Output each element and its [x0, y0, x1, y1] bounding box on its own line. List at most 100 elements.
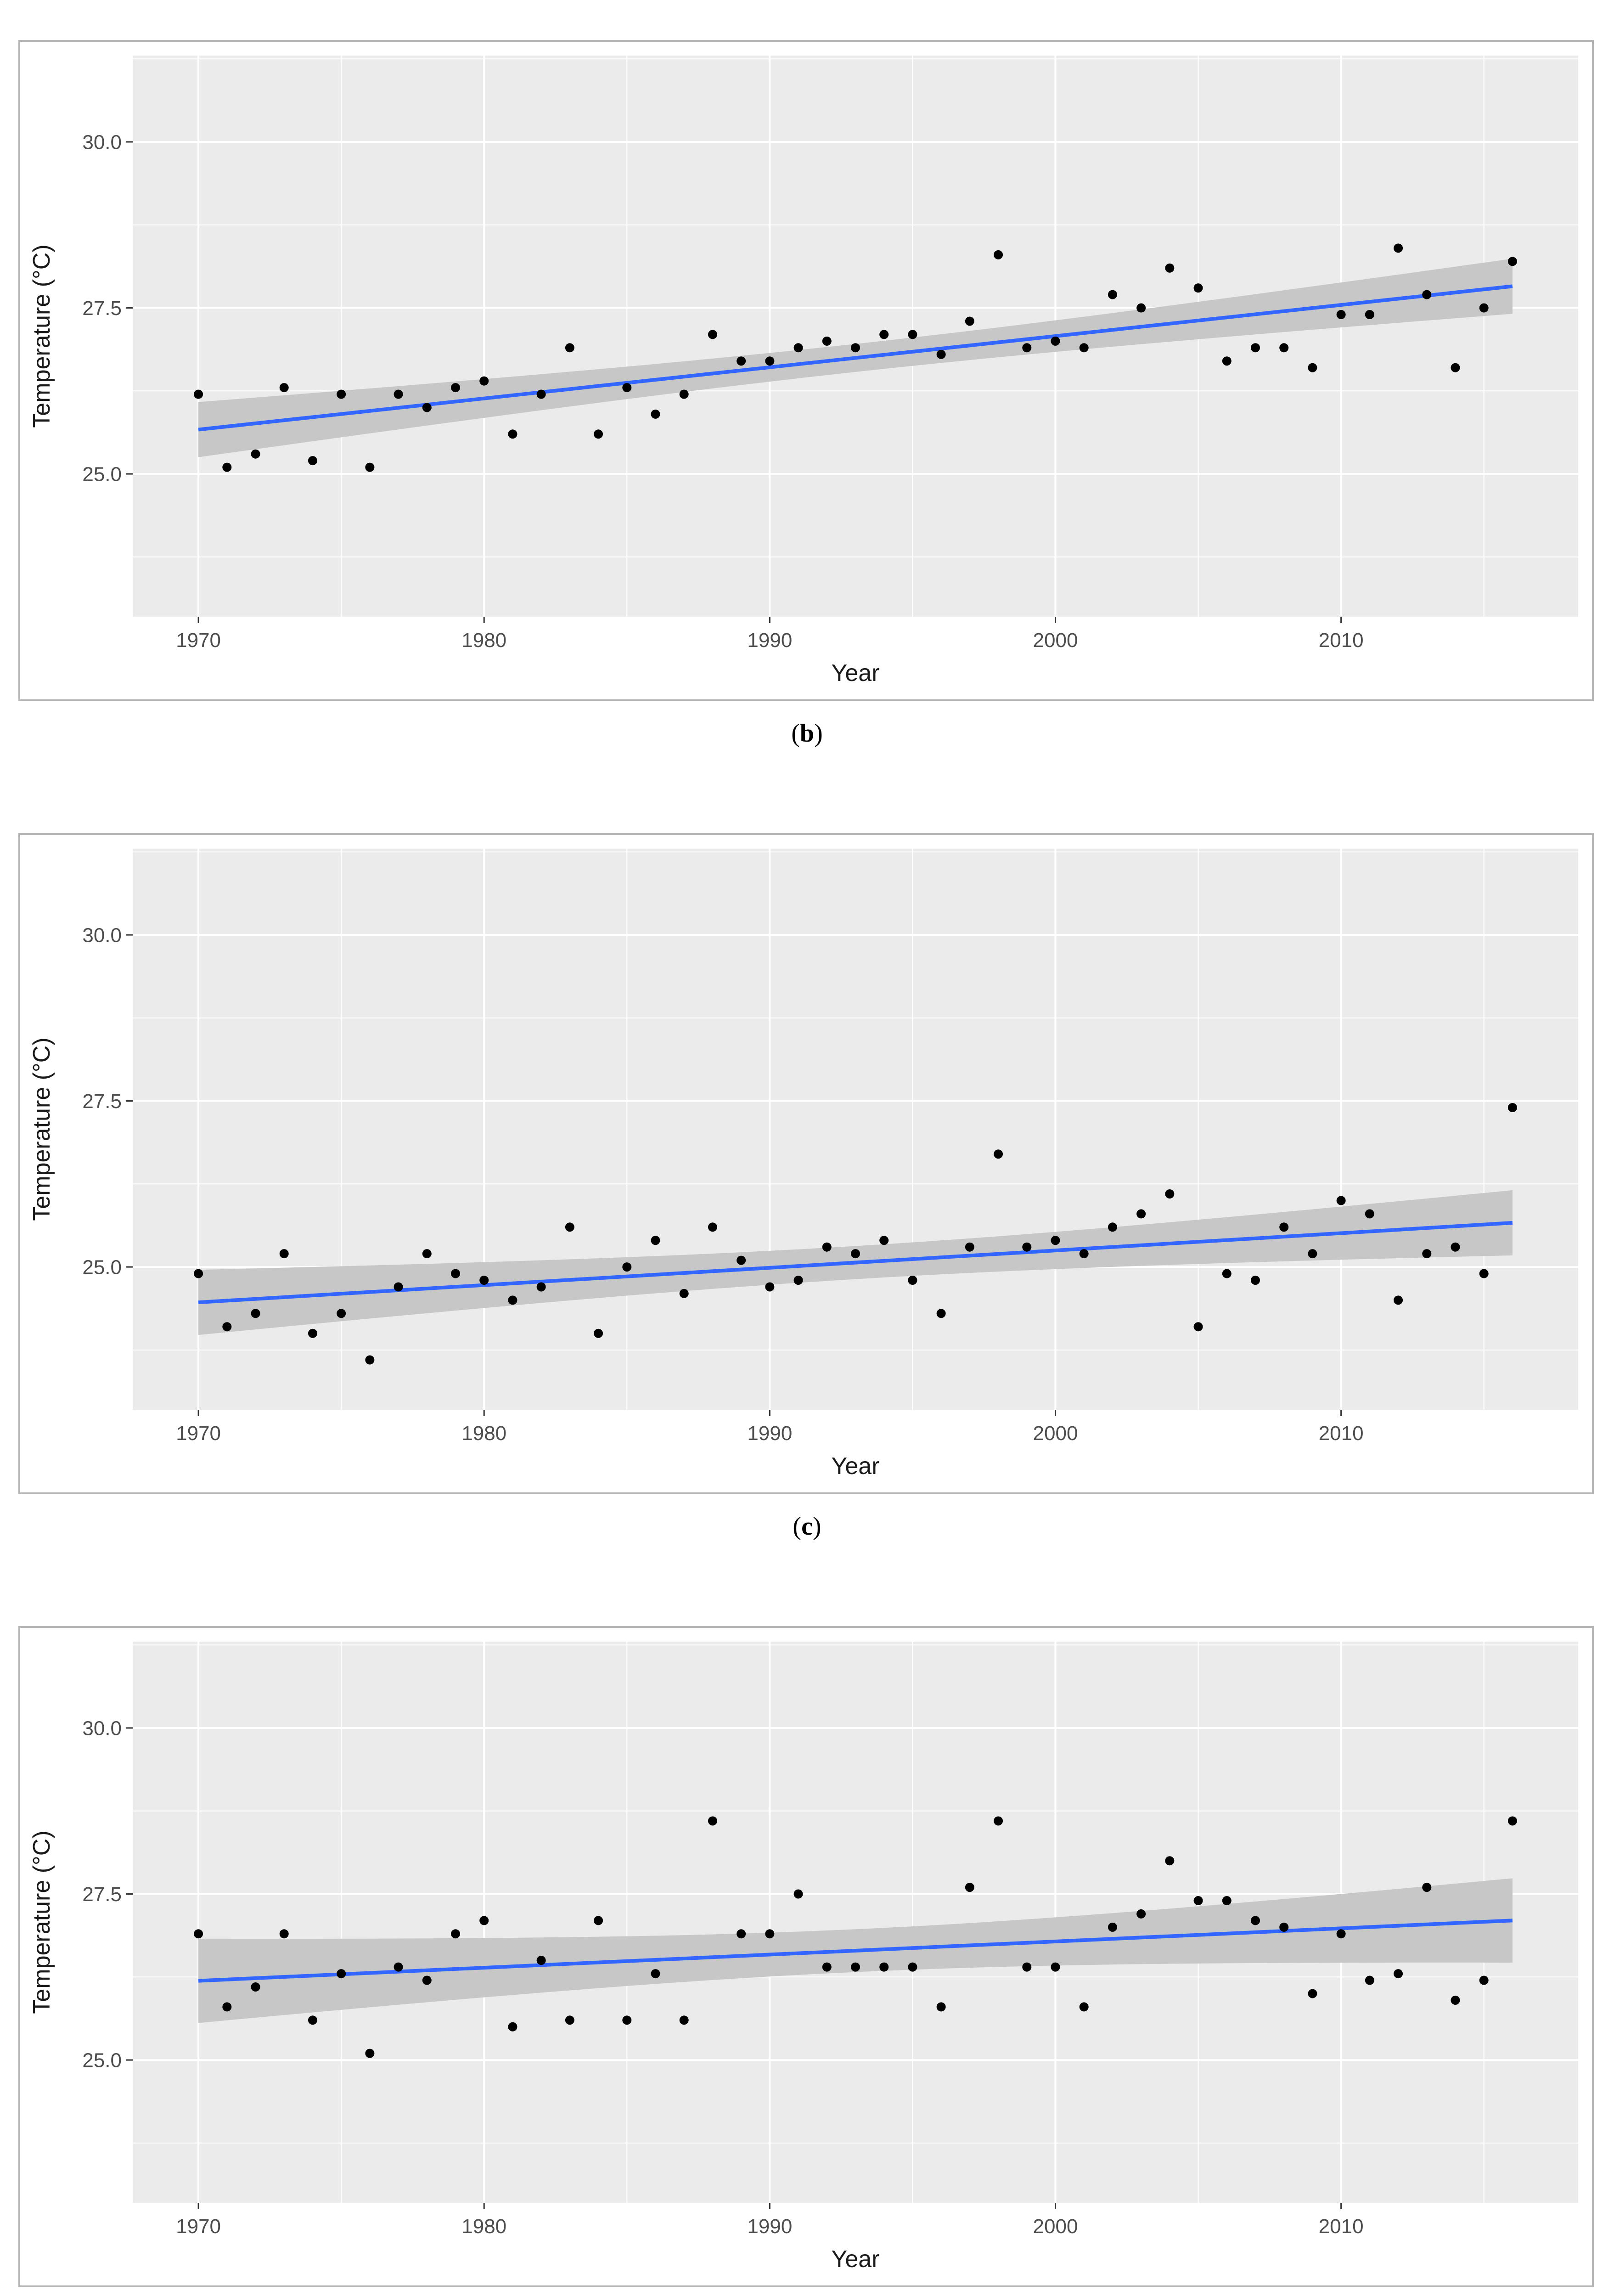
y-tick-label: 27.5 — [82, 297, 122, 320]
data-point — [594, 429, 603, 439]
x-axis-title: Year — [831, 660, 879, 687]
data-point — [1079, 1249, 1089, 1259]
data-point — [536, 389, 546, 399]
data-point — [1479, 303, 1489, 313]
y-tick-label: 25.0 — [82, 1256, 122, 1278]
data-point — [1108, 1222, 1117, 1232]
data-point — [308, 1328, 317, 1338]
data-point — [1022, 1242, 1032, 1252]
data-point — [994, 250, 1003, 259]
data-point — [1422, 1249, 1432, 1259]
data-point — [394, 1962, 403, 1972]
data-point — [1136, 303, 1146, 313]
data-point — [651, 409, 660, 419]
data-point — [1422, 290, 1432, 299]
data-point — [879, 1962, 889, 1972]
caption-b: (b) — [0, 713, 1614, 754]
caption-b-letter: b — [799, 719, 815, 748]
data-point — [679, 2015, 689, 2025]
data-point — [1222, 1269, 1232, 1278]
data-point — [965, 1242, 974, 1252]
y-axis-title: Temperature (°C) — [28, 1037, 55, 1221]
data-point — [222, 1322, 232, 1332]
data-point — [565, 343, 574, 353]
data-point — [851, 1249, 860, 1259]
data-point — [1451, 1995, 1460, 2005]
data-point — [1022, 1962, 1032, 1972]
data-point — [1507, 1816, 1517, 1826]
data-point — [965, 316, 974, 326]
data-point — [1507, 257, 1517, 266]
data-point — [622, 2015, 632, 2025]
panel-c-chart: 25.0 27.5 30.0 1970 1980 1990 2000 2010 Year Temp… — [28, 849, 1578, 1480]
data-point — [222, 2002, 232, 2012]
data-point — [1451, 363, 1460, 372]
x-tick-label: 2000 — [1033, 2215, 1078, 2238]
data-point — [708, 1816, 717, 1826]
data-point — [1136, 1909, 1146, 1919]
data-point — [765, 356, 775, 366]
panel-b-box: 25.0 27.5 30.0 1970 1980 1990 2000 2010 Year Temp… — [18, 40, 1594, 701]
data-point — [793, 343, 803, 353]
data-point — [1051, 1962, 1060, 1972]
x-tick-label: 1970 — [176, 2215, 221, 2238]
data-point — [279, 1249, 289, 1259]
data-point — [737, 1929, 746, 1939]
data-point — [337, 1969, 346, 1979]
data-points — [194, 1816, 1517, 2058]
data-point — [479, 1276, 489, 1285]
data-point — [508, 429, 517, 439]
data-point — [651, 1969, 660, 1979]
data-point — [1222, 1896, 1232, 1905]
y-axis-title: Temperature (°C) — [28, 244, 55, 428]
data-point — [822, 1242, 832, 1252]
data-point — [451, 383, 461, 393]
data-point — [1165, 1189, 1175, 1199]
data-point — [279, 1929, 289, 1939]
data-point — [908, 330, 917, 339]
data-point — [793, 1889, 803, 1899]
data-point — [508, 1295, 517, 1305]
data-point — [536, 1282, 546, 1292]
data-point — [936, 349, 946, 359]
data-point — [1051, 1236, 1060, 1245]
data-point — [594, 1328, 603, 1338]
data-point — [594, 1916, 603, 1925]
data-point — [994, 1816, 1003, 1826]
x-tick-label: 2000 — [1033, 629, 1078, 652]
caption-b-prefix: ( — [791, 719, 800, 748]
data-point — [936, 1309, 946, 1318]
data-point — [708, 1222, 717, 1232]
data-point — [679, 1289, 689, 1298]
data-point — [1336, 1196, 1346, 1205]
data-point — [251, 1309, 260, 1318]
data-point — [1165, 263, 1175, 273]
data-point — [308, 456, 317, 466]
x-axis-title: Year — [831, 2246, 879, 2273]
data-point — [1279, 343, 1289, 353]
data-point — [479, 376, 489, 386]
data-point — [1108, 290, 1117, 299]
data-point — [536, 1956, 546, 1965]
x-tick-label: 1970 — [176, 629, 221, 652]
x-tick-label: 1980 — [461, 629, 506, 652]
data-point — [651, 1236, 660, 1245]
data-point — [908, 1276, 917, 1285]
data-point — [708, 330, 717, 339]
data-point — [394, 1282, 403, 1292]
data-point — [737, 1255, 746, 1265]
data-point — [508, 2022, 517, 2032]
data-point — [765, 1282, 775, 1292]
data-point — [1136, 1209, 1146, 1219]
x-tick-label: 2010 — [1319, 629, 1364, 652]
data-point — [365, 1355, 375, 1365]
panel-d-box: 25.0 27.5 30.0 1970 1980 1990 2000 2010 Year Temp… — [18, 1626, 1594, 2287]
data-point — [422, 1975, 432, 1985]
x-tick-label: 2010 — [1319, 2215, 1364, 2238]
data-point — [1051, 336, 1060, 346]
data-point — [251, 1982, 260, 1992]
data-point — [1193, 283, 1203, 293]
data-point — [194, 389, 203, 399]
data-point — [908, 1962, 917, 1972]
